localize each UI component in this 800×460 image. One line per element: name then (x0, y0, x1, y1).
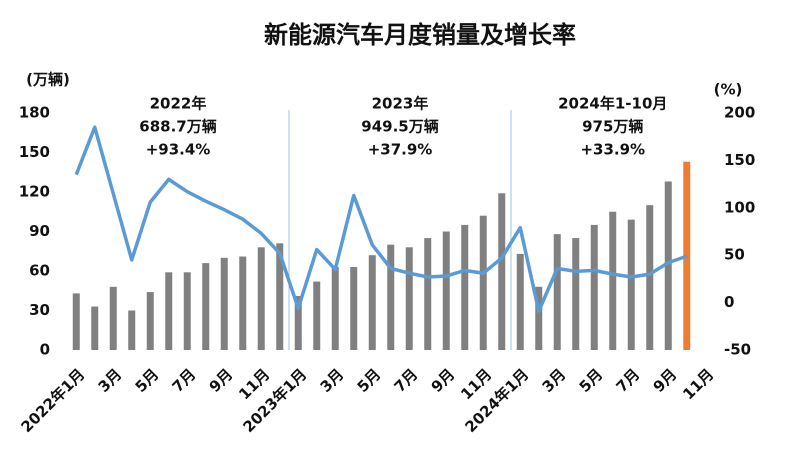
bar (91, 306, 99, 350)
bar (683, 161, 691, 350)
y-tick-label: 120 (19, 183, 50, 201)
bar (609, 211, 617, 350)
bar (350, 267, 358, 350)
x-tick-label: 3月 (539, 365, 570, 396)
line (74, 125, 688, 313)
bar (183, 272, 191, 350)
bar (646, 205, 654, 350)
x-tick-label: 3月 (95, 365, 126, 396)
y2-tick-label: 150 (724, 151, 755, 169)
bar (461, 224, 469, 350)
y-tick-label: 0 (40, 341, 50, 359)
y-axis-label: (万辆) (26, 71, 70, 89)
y2-tick-label: -50 (724, 341, 751, 359)
y-tick-label: 30 (29, 301, 50, 319)
y2-axis-label: (%) (714, 81, 743, 99)
x-tick-label: 3月 (317, 365, 348, 396)
bar (146, 292, 154, 350)
bar (572, 238, 580, 350)
bar (294, 296, 302, 350)
x-tick-label: 9月 (206, 365, 237, 396)
bar (424, 238, 432, 350)
x-tick-label: 7月 (169, 365, 200, 396)
x-tick-label: 9月 (428, 365, 459, 396)
bar (405, 247, 413, 350)
chart-title: 新能源汽车月度销量及增长率 (264, 21, 576, 49)
bar (109, 286, 117, 350)
bar (442, 231, 450, 350)
annotation: 949.5万辆 (361, 118, 438, 136)
bar (590, 224, 598, 350)
annotation: 2024年1-10月 (558, 95, 667, 113)
y-tick-label: 60 (29, 262, 50, 280)
y-tick-label: 150 (19, 143, 50, 161)
bar (368, 255, 376, 350)
y2-tick-label: 0 (724, 293, 734, 311)
annotation: +93.4% (146, 141, 211, 159)
annotation: +37.9% (368, 141, 433, 159)
x-tick-label: 5月 (132, 365, 163, 396)
x-tick-label: 11月 (679, 365, 717, 403)
bar (516, 253, 524, 350)
bar (220, 257, 228, 350)
y2-tick-label: 50 (724, 246, 745, 264)
bar (479, 215, 487, 350)
annotation: 975万辆 (582, 118, 643, 136)
x-tick-label: 2022年1月 (17, 365, 88, 436)
bar (239, 256, 247, 350)
annotation: +33.9% (580, 141, 645, 159)
bar (664, 181, 672, 350)
x-tick-label: 5月 (576, 365, 607, 396)
x-tick-label: 7月 (391, 365, 422, 396)
bar (387, 244, 395, 350)
bar (498, 193, 506, 350)
annotation: 2022年 (150, 95, 207, 113)
x-tick-label: 7月 (613, 365, 644, 396)
x-tick-label: 9月 (650, 365, 681, 396)
bar (313, 281, 321, 350)
bar (627, 219, 635, 350)
bar (128, 310, 136, 350)
bar (535, 286, 543, 350)
bar (331, 267, 339, 350)
bar (257, 247, 265, 350)
bar (553, 234, 561, 350)
x-tick-label: 5月 (354, 365, 385, 396)
bar (276, 243, 284, 350)
annotation: 2023年 (372, 95, 429, 113)
y2-tick-label: 100 (724, 198, 755, 216)
bar (72, 293, 80, 350)
bar (202, 263, 210, 350)
bar (165, 272, 173, 350)
annotation: 688.7万辆 (139, 118, 216, 136)
y-tick-label: 90 (29, 222, 50, 240)
y2-tick-label: 200 (724, 104, 755, 122)
y-tick-label: 180 (19, 104, 50, 122)
